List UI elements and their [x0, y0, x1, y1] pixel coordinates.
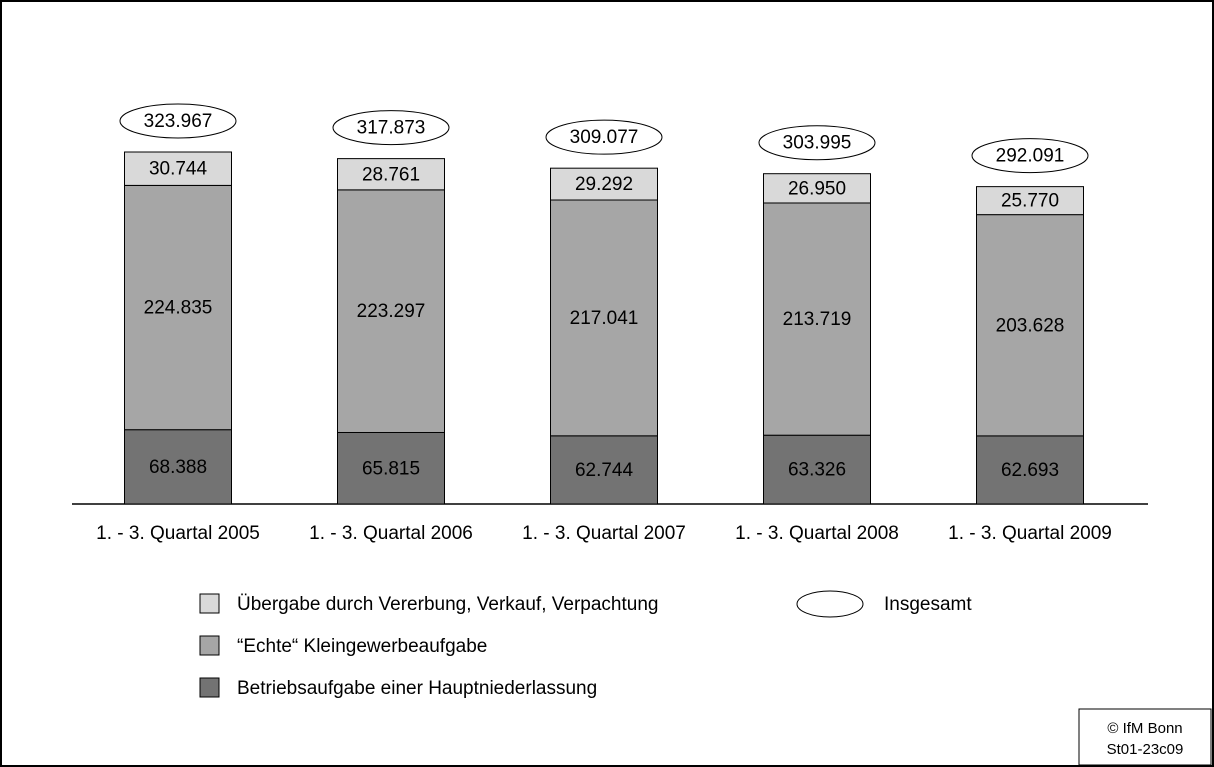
bar-segment [124, 184, 232, 431]
bar-segment [763, 202, 871, 436]
value-label: 217.041 [570, 308, 639, 329]
bar-segment [976, 214, 1084, 437]
source-line: St01-23c09 [1107, 741, 1184, 758]
legend-swatch [199, 677, 220, 698]
source-line: © IfM Bonn [1107, 720, 1182, 737]
value-label: 224.835 [144, 298, 213, 319]
total-label: 292.091 [996, 146, 1065, 167]
value-label: 29.292 [575, 174, 633, 195]
source-box [1078, 708, 1212, 766]
bar-segment [763, 173, 871, 204]
total-ellipse [545, 119, 663, 155]
x-tick-label: 1. - 3. Quartal 2008 [735, 523, 899, 544]
value-label: 213.719 [783, 309, 852, 330]
legend-swatch [199, 635, 220, 656]
bar-segment [763, 434, 871, 505]
bar-segment [550, 435, 658, 505]
value-label: 26.950 [788, 178, 846, 199]
x-tick-label: 1. - 3. Quartal 2009 [948, 523, 1112, 544]
bar-segment [337, 431, 445, 505]
value-label: 65.815 [362, 458, 420, 479]
value-label: 62.744 [575, 460, 634, 481]
bar-segment [124, 151, 232, 186]
value-label: 203.628 [996, 315, 1065, 336]
total-ellipse [119, 103, 237, 139]
bar-segment [337, 158, 445, 191]
value-label: 62.693 [1001, 460, 1059, 481]
legend-label: Betriebsaufgabe einer Hauptniederlassung [237, 678, 597, 699]
legend-label: “Echte“ Kleingewerbeaufgabe [237, 636, 487, 657]
value-label: 30.744 [149, 159, 208, 180]
legend-swatch [199, 593, 220, 614]
total-ellipse [758, 125, 876, 161]
value-label: 63.326 [788, 460, 846, 481]
total-label: 323.967 [144, 111, 213, 132]
total-label: 317.873 [357, 118, 426, 139]
legend-label: Übergabe durch Vererbung, Verkauf, Verpa… [237, 594, 658, 615]
bar-segment [124, 429, 232, 505]
x-tick-label: 1. - 3. Quartal 2007 [522, 523, 686, 544]
legend-label: Insgesamt [884, 594, 972, 615]
legend-swatch [796, 590, 864, 618]
total-ellipse [332, 110, 450, 146]
total-ellipse [971, 138, 1089, 174]
x-tick-label: 1. - 3. Quartal 2006 [309, 523, 473, 544]
value-label: 28.761 [362, 164, 420, 185]
total-label: 309.077 [570, 127, 639, 148]
total-label: 303.995 [783, 133, 852, 154]
bar-segment [337, 189, 445, 433]
bar-segment [976, 186, 1084, 216]
value-label: 223.297 [357, 301, 426, 322]
x-tick-label: 1. - 3. Quartal 2005 [96, 523, 260, 544]
value-label: 68.388 [149, 457, 207, 478]
value-label: 25.770 [1001, 191, 1059, 212]
bar-segment [550, 167, 658, 201]
